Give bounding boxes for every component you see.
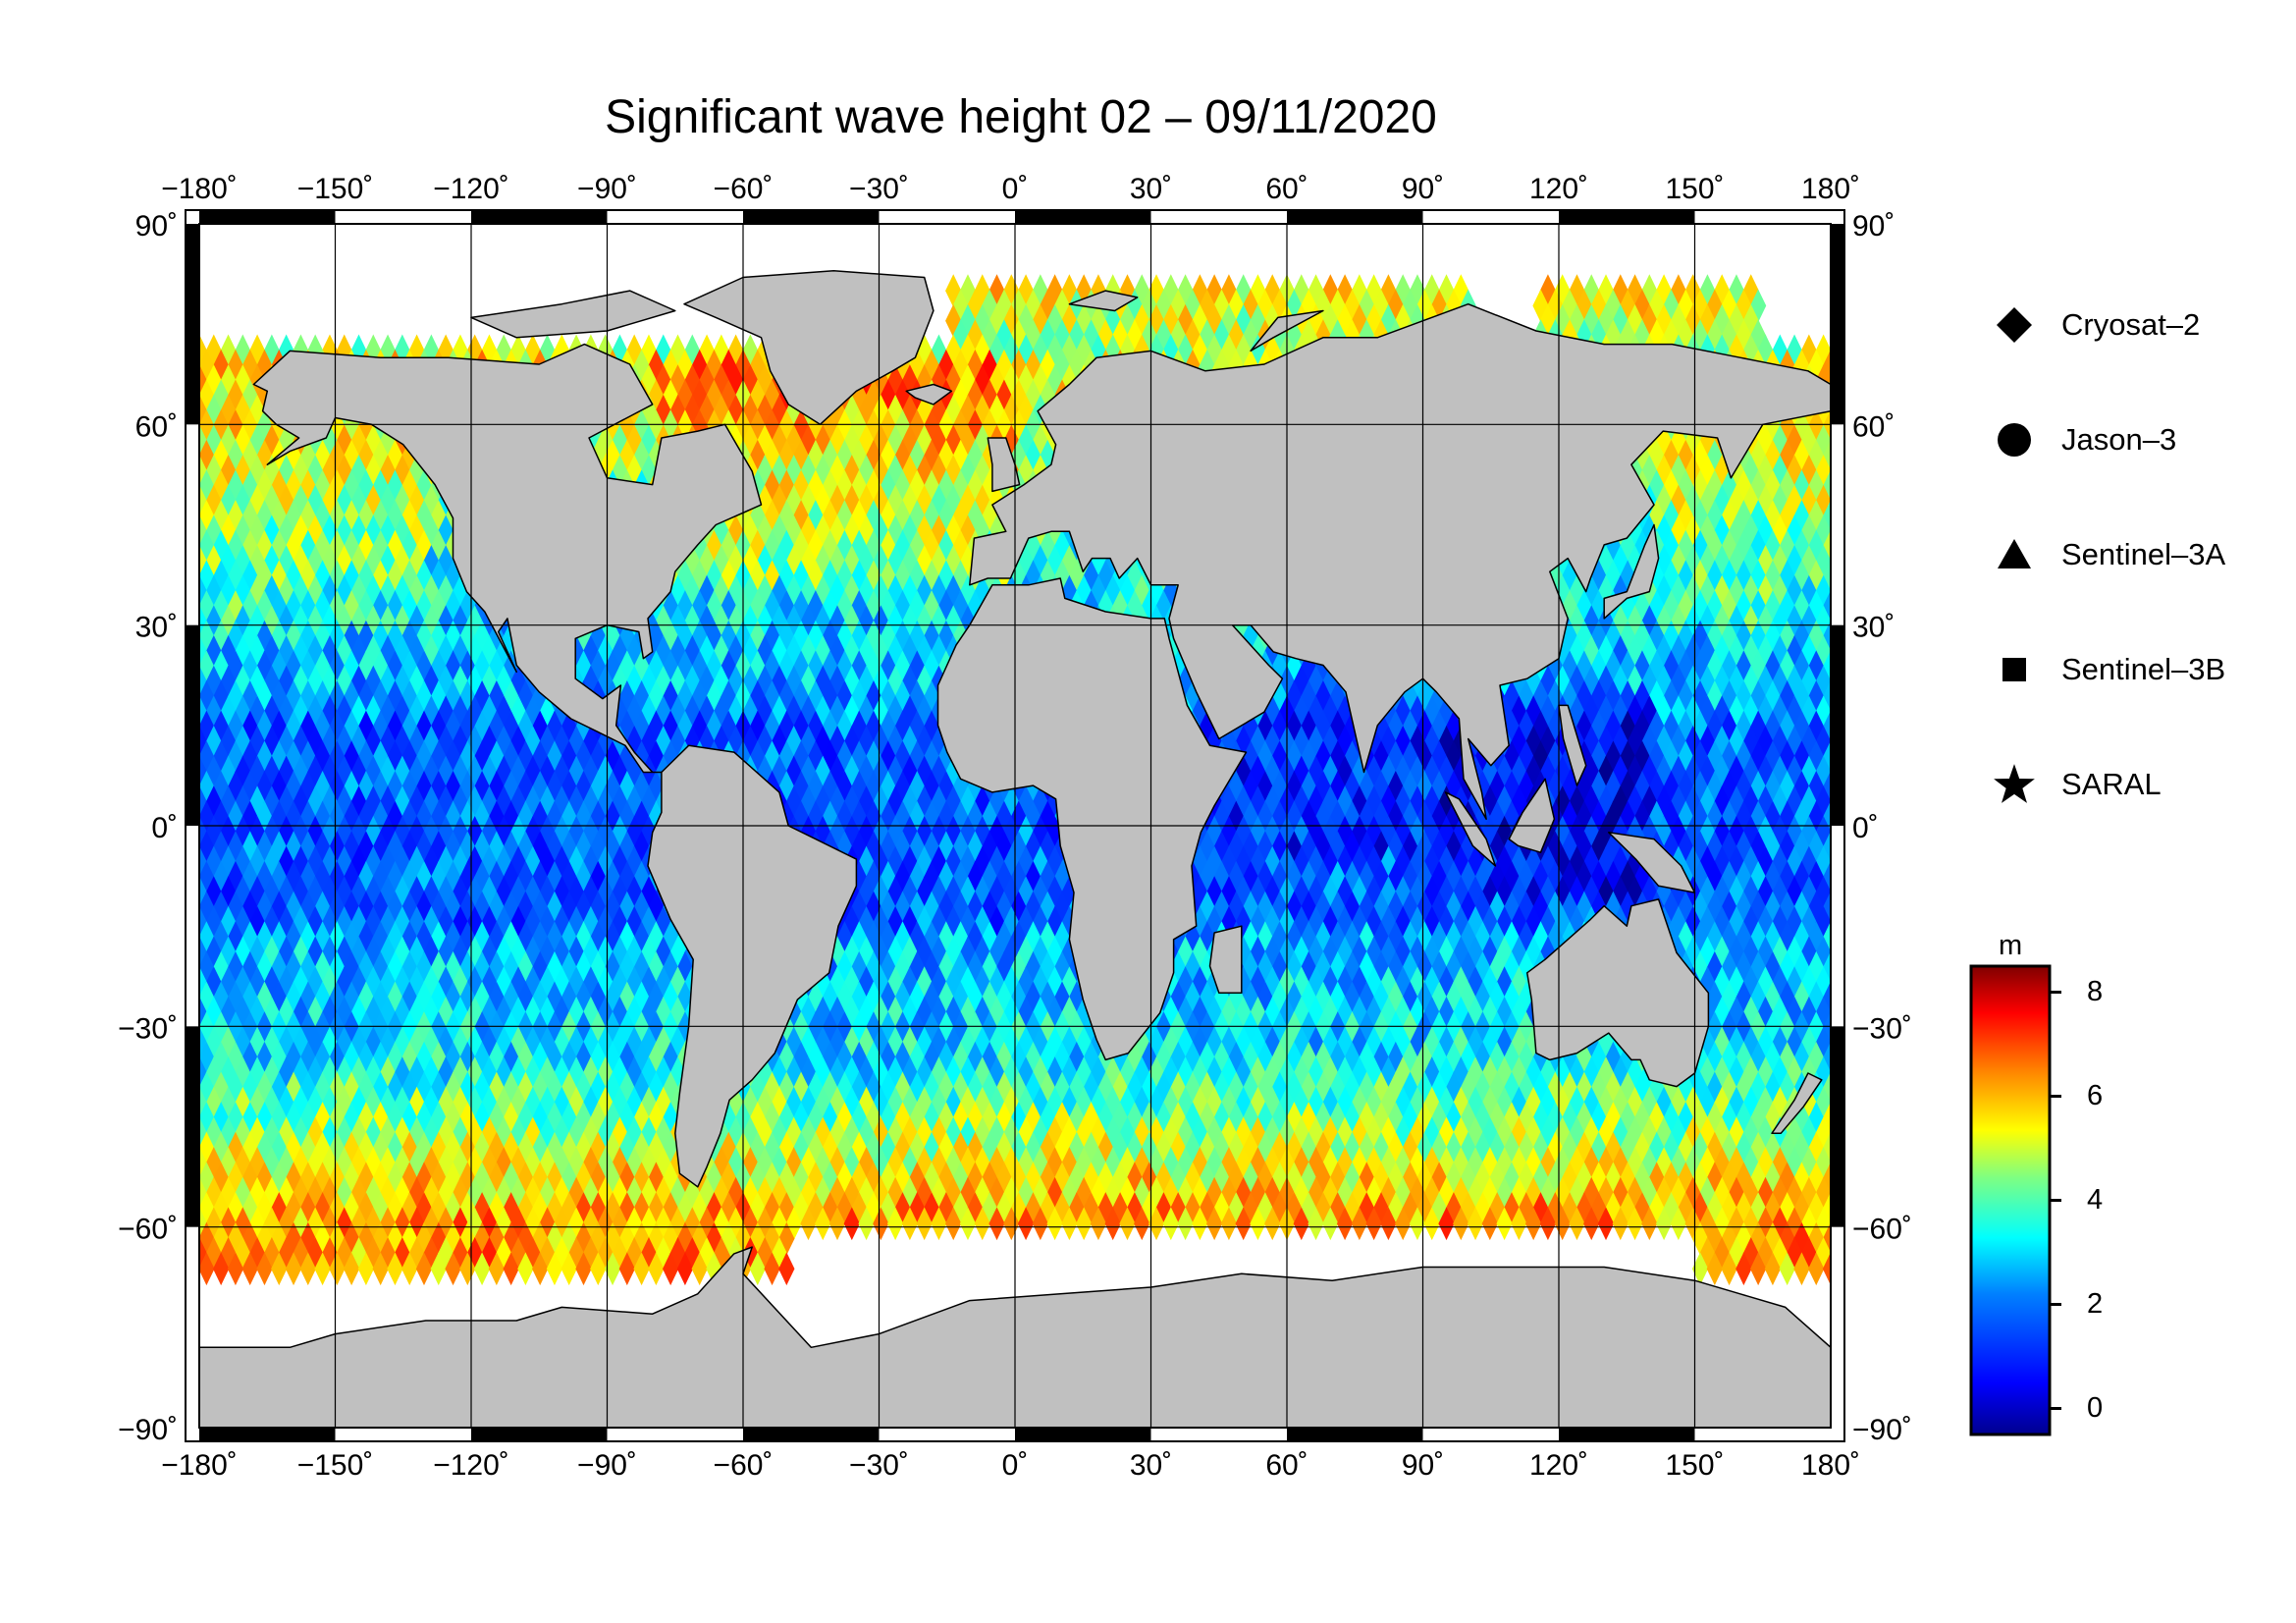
- lon-label-bottom: 90˚: [1402, 1449, 1444, 1482]
- lat-label-left: −30˚: [118, 1012, 178, 1045]
- lon-label-top: −90˚: [577, 173, 637, 205]
- lon-label-bottom: 30˚: [1130, 1449, 1172, 1482]
- lon-label-bottom: −120˚: [433, 1449, 509, 1482]
- lon-label-top: 60˚: [1265, 173, 1308, 205]
- lat-label-left: 90˚: [135, 210, 178, 243]
- graticule: [199, 224, 1831, 1428]
- map-frame: [185, 209, 1845, 1442]
- land-sumatra: [1444, 791, 1497, 867]
- land-uk: [987, 437, 1021, 493]
- triangle-icon: [1993, 533, 2036, 576]
- lat-label-right: 90˚: [1852, 210, 1895, 243]
- lon-label-top: 30˚: [1130, 173, 1172, 205]
- latitude-labels-right: 90˚ 60˚ 30˚ 0˚ −30˚ −60˚ −90˚: [1852, 210, 1912, 1446]
- lat-label-right: 60˚: [1852, 410, 1895, 443]
- lon-label-bottom: −30˚: [849, 1449, 909, 1482]
- colorbar-tick-label: 4: [2087, 1183, 2104, 1216]
- lon-label-top: −180˚: [161, 173, 238, 205]
- land-north-america: [252, 343, 763, 774]
- lon-label-top: −30˚: [849, 173, 909, 205]
- legend-label: Sentinel–3A: [2061, 537, 2226, 571]
- colorbar-tick-label: 0: [2087, 1391, 2104, 1424]
- lon-label-top: 120˚: [1529, 173, 1588, 205]
- legend-label: Jason–3: [2061, 422, 2177, 457]
- legend-label: Sentinel–3B: [2061, 652, 2226, 686]
- lon-label-bottom: −60˚: [714, 1449, 774, 1482]
- circle-icon: [1993, 418, 2036, 461]
- lon-label-bottom: 180˚: [1801, 1449, 1860, 1482]
- legend-item: Sentinel–3B: [1993, 645, 2225, 694]
- lon-label-bottom: 60˚: [1265, 1449, 1308, 1482]
- legend-item: Sentinel–3A: [1993, 530, 2225, 579]
- colorbar-tick-label: 8: [2087, 975, 2104, 1007]
- land-australia: [1525, 898, 1710, 1088]
- lat-label-right: −30˚: [1852, 1012, 1912, 1045]
- latitude-labels-left: 90˚ 60˚ 30˚ 0˚ −30˚ −60˚ −90˚: [118, 210, 178, 1446]
- lat-label-left: 30˚: [135, 612, 178, 644]
- page-title: Significant wave height 02 – 09/11/2020: [605, 91, 1437, 143]
- land-svalbard: [1068, 290, 1139, 312]
- lon-label-top: 0˚: [1002, 173, 1029, 205]
- lon-label-bottom: −180˚: [161, 1449, 238, 1482]
- land-arctic-islands: [470, 290, 676, 339]
- lon-label-bottom: 0˚: [1002, 1449, 1029, 1482]
- lon-label-bottom: 120˚: [1529, 1449, 1588, 1482]
- colorbar-tick-label: 2: [2087, 1287, 2104, 1320]
- lon-label-top: 150˚: [1665, 173, 1724, 205]
- lon-label-top: 180˚: [1801, 173, 1860, 205]
- lon-label-bottom: −90˚: [577, 1449, 637, 1482]
- lat-label-right: −90˚: [1852, 1414, 1912, 1446]
- lon-label-top: −60˚: [714, 173, 774, 205]
- legend-label: Cryosat–2: [2061, 307, 2201, 342]
- lat-label-left: 0˚: [151, 812, 178, 844]
- colorbar: [1969, 964, 2052, 1436]
- legend-item: Jason–3: [1993, 415, 2176, 464]
- lon-label-top: 90˚: [1402, 173, 1444, 205]
- colorbar-ticks: [2050, 991, 2061, 1410]
- lat-label-left: 60˚: [135, 410, 178, 443]
- lat-label-left: −90˚: [118, 1414, 178, 1446]
- land-iceland: [905, 383, 953, 406]
- longitude-labels-bottom: −180˚ −150˚ −120˚ −90˚ −60˚ −30˚ 0˚ 30˚ 60˚ 90˚ 12…: [161, 1449, 1860, 1482]
- land-philippines: [1558, 704, 1587, 786]
- colorbar-unit: m: [1999, 930, 2023, 961]
- lon-label-bottom: 150˚: [1665, 1449, 1724, 1482]
- legend-item: SARAL: [1993, 760, 2162, 809]
- land-madagascar: [1208, 925, 1243, 995]
- star-icon: [1993, 763, 2036, 806]
- diamond-icon: [1993, 303, 2036, 347]
- colorbar-tick-label: 6: [2087, 1079, 2104, 1111]
- lon-label-top: −150˚: [297, 173, 374, 205]
- land-borneo: [1508, 778, 1556, 853]
- legend-label: SARAL: [2061, 767, 2162, 801]
- longitude-labels-top: −180˚ −150˚ −120˚ −90˚ −60˚ −30˚ 0˚ 30˚ 60˚ 90˚ 12…: [161, 173, 1860, 205]
- lat-label-left: −60˚: [118, 1214, 178, 1246]
- lon-label-top: −120˚: [433, 173, 509, 205]
- legend-item: Cryosat–2: [1993, 300, 2200, 350]
- lon-label-bottom: −150˚: [297, 1449, 374, 1482]
- land-south-america: [647, 744, 858, 1188]
- land-eurasia: [969, 302, 1831, 820]
- land-japan: [1603, 523, 1660, 620]
- land-greenland: [683, 269, 934, 426]
- lat-label-right: 30˚: [1852, 612, 1895, 644]
- square-icon: [1993, 648, 2036, 691]
- lat-label-right: −60˚: [1852, 1214, 1912, 1246]
- lat-label-right: 0˚: [1852, 812, 1879, 844]
- land-new-zealand: [1771, 1072, 1823, 1135]
